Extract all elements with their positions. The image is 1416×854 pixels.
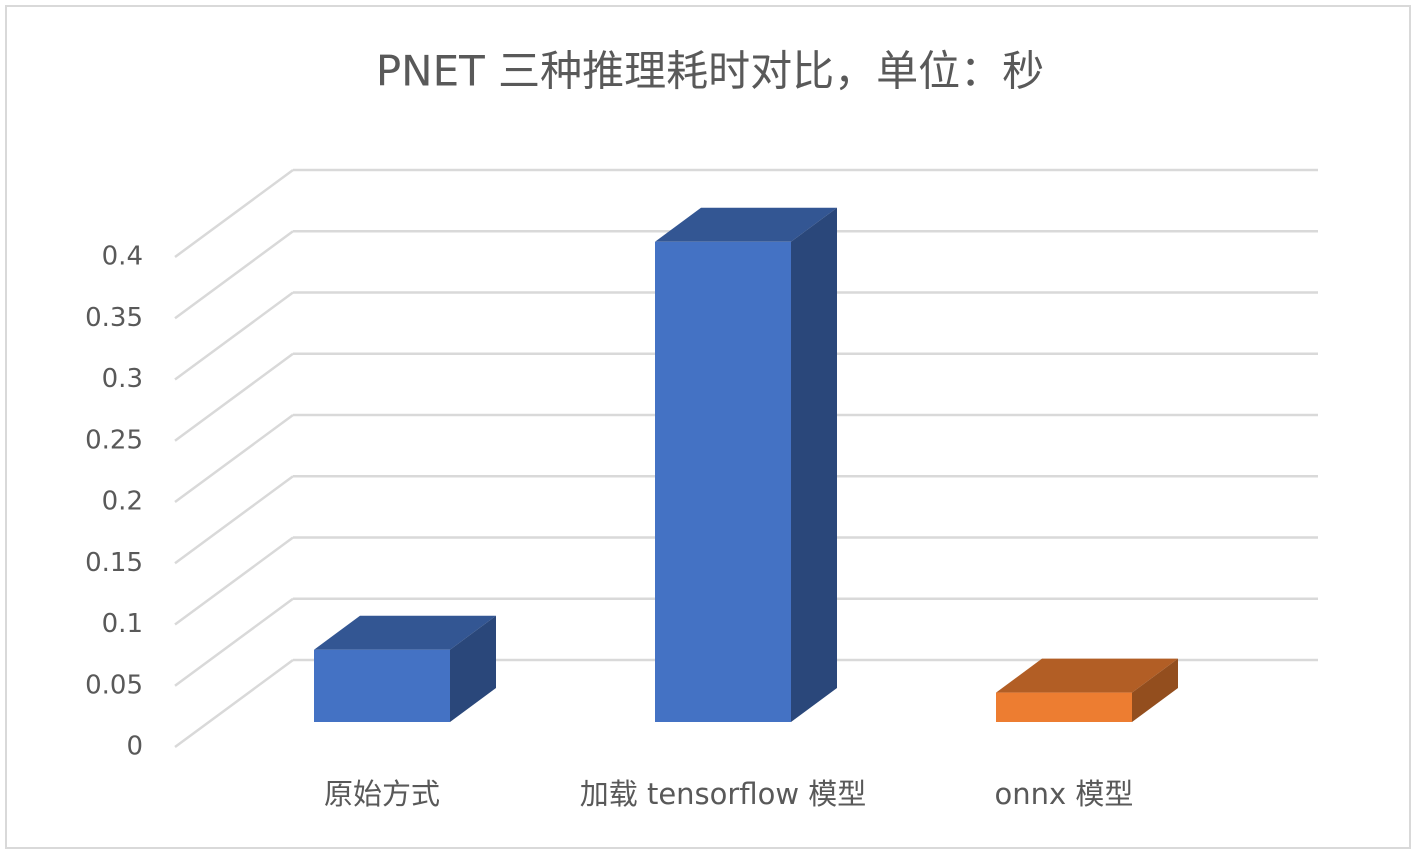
grid-line <box>174 413 294 504</box>
chart-title: PNET 三种推理耗时对比，单位：秒 <box>376 47 1044 96</box>
bar-top <box>996 658 1178 693</box>
grid-line <box>174 658 294 749</box>
grid-line <box>174 168 294 259</box>
bar-top <box>655 207 837 242</box>
y-tick-label: 0.15 <box>85 548 143 578</box>
y-tick-label: 0.2 <box>102 487 143 517</box>
x-tick-label: 原始方式 <box>324 777 440 811</box>
y-tick-label: 0 <box>126 732 143 762</box>
y-tick-label: 0.05 <box>85 670 143 700</box>
grid-line <box>174 352 294 442</box>
y-tick-label: 0.3 <box>102 364 143 394</box>
x-tick-label: 加载 tensorflow 模型 <box>580 777 867 811</box>
bar <box>655 241 791 723</box>
y-tick-label: 0.25 <box>85 425 143 455</box>
y-tick-label: 0.35 <box>85 303 143 333</box>
grid-line <box>174 536 294 626</box>
grid-line <box>174 291 294 381</box>
x-tick-label: onnx 模型 <box>995 777 1134 811</box>
bar-side <box>791 207 837 723</box>
grid-line <box>174 597 294 687</box>
grid-line <box>174 475 294 565</box>
y-tick-label: 0.1 <box>102 609 143 639</box>
bar <box>996 692 1132 722</box>
y-tick-label: 0.4 <box>102 242 143 272</box>
bar-side <box>1132 658 1178 722</box>
bar-side <box>450 615 496 722</box>
bar-top <box>314 615 496 650</box>
grid-line <box>174 230 294 320</box>
bar <box>314 649 450 722</box>
